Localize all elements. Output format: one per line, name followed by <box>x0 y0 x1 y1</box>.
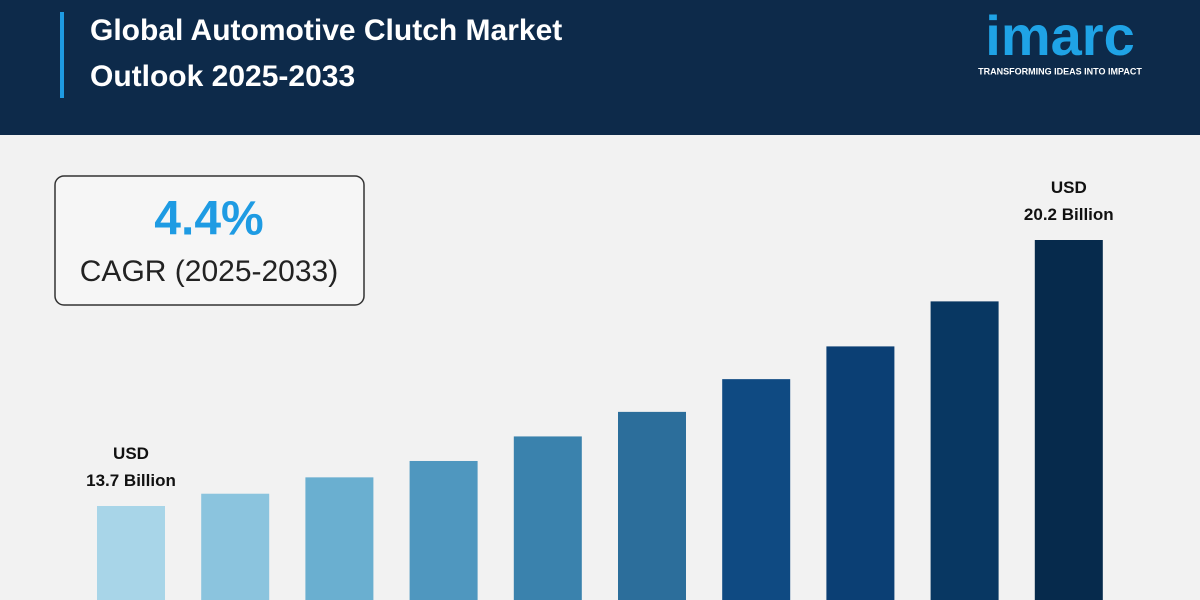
bar <box>513 436 582 600</box>
bar <box>409 460 478 600</box>
title-box: Global Automotive Clutch Market Outlook … <box>90 14 563 93</box>
header <box>0 0 1200 135</box>
bar <box>826 346 895 600</box>
cagr-value: 4.4% <box>154 193 263 246</box>
bar <box>618 411 686 600</box>
bar <box>97 506 165 600</box>
cagr-box <box>54 175 365 306</box>
bar <box>722 379 791 600</box>
value-label: USD 13.7 Billion <box>86 444 176 490</box>
bar <box>1034 240 1103 600</box>
chart-title: Global Automotive Clutch Market Outlook … <box>90 14 563 93</box>
bar <box>305 477 374 600</box>
logo-tagline: TRANSFORMING IDEAS INTO IMPACT <box>978 66 1142 76</box>
bar <box>930 301 999 600</box>
cagr-label: CAGR (2025-2033) <box>80 255 338 288</box>
value-label: USD 20.2 Billion <box>1023 178 1114 224</box>
bar <box>201 493 270 600</box>
title-accent <box>60 12 64 98</box>
logo-name: imarc <box>985 4 1134 67</box>
